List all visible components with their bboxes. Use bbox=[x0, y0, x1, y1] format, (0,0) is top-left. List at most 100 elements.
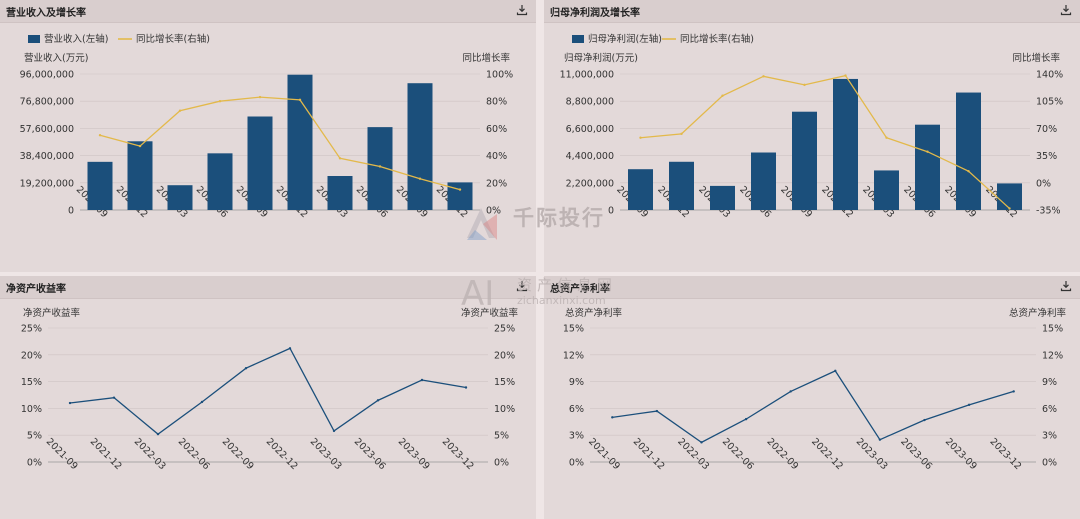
data-point bbox=[680, 132, 683, 136]
y-left-tick-label: 0 bbox=[68, 206, 74, 217]
x-tick-label: 2022-06 bbox=[720, 436, 756, 472]
y-right-axis-title: 同比增长率 bbox=[1012, 52, 1060, 64]
y-left-tick-label: 6% bbox=[569, 404, 584, 415]
bar bbox=[87, 161, 113, 210]
y-left-tick-label: 0 bbox=[608, 206, 614, 217]
data-point bbox=[112, 396, 116, 399]
y-right-tick-label: 6% bbox=[1042, 404, 1057, 415]
y-right-tick-label: -35% bbox=[1036, 206, 1061, 217]
x-tick-label: 2023-03 bbox=[308, 436, 344, 472]
data-point bbox=[803, 83, 806, 87]
y-left-axis-title: 总资产净利率 bbox=[565, 307, 623, 319]
download-icon[interactable] bbox=[1060, 280, 1072, 292]
panel-header: 营业收入及增长率 bbox=[0, 0, 536, 23]
download-icon[interactable] bbox=[1060, 4, 1072, 16]
x-tick-label: 2023-09 bbox=[396, 436, 432, 472]
x-tick-label: 2022-12 bbox=[809, 436, 845, 472]
series-line bbox=[99, 96, 461, 191]
x-tick-label: 2023-12 bbox=[988, 436, 1024, 472]
net-profit-chart: 0 -35% 2,200,000 0% 4,400,000 35% 6,600,000 70%… bbox=[560, 33, 1064, 220]
data-point bbox=[418, 177, 422, 180]
y-left-tick-label: 25% bbox=[21, 324, 42, 335]
legend-line-label: 同比增长率(右轴) bbox=[136, 33, 210, 45]
y-left-tick-label: 3% bbox=[569, 431, 584, 442]
y-left-tick-label: 4,400,000 bbox=[566, 151, 614, 162]
data-point bbox=[288, 347, 292, 350]
panel-title: 营业收入及增长率 bbox=[6, 8, 86, 19]
y-right-tick-label: 10% bbox=[494, 404, 515, 415]
y-right-tick-label: 15% bbox=[494, 377, 515, 388]
y-left-tick-label: 0% bbox=[27, 458, 42, 469]
data-point bbox=[338, 157, 342, 160]
bar bbox=[915, 124, 940, 210]
y-right-tick-label: 0% bbox=[486, 206, 501, 217]
roa-chart: 0% 0% 3% 3% 6% 6% 9% 9% 12% 12% 15% 15% 总资产净利率 总资产净利率… bbox=[563, 307, 1067, 472]
y-left-tick-label: 10% bbox=[21, 404, 42, 415]
download-icon[interactable] bbox=[516, 280, 528, 292]
series-line bbox=[640, 74, 1010, 209]
bar bbox=[447, 182, 473, 210]
data-point bbox=[744, 417, 748, 421]
x-tick-label: 2022-09 bbox=[765, 436, 801, 472]
data-point bbox=[844, 74, 847, 77]
data-point bbox=[1008, 207, 1011, 210]
y-left-tick-label: 15% bbox=[563, 324, 584, 335]
data-point bbox=[378, 165, 382, 168]
bar bbox=[407, 83, 433, 210]
x-tick-label: 2023-06 bbox=[352, 436, 388, 472]
data-point bbox=[885, 136, 888, 139]
series-line bbox=[69, 347, 467, 435]
y-right-tick-label: 20% bbox=[486, 178, 507, 189]
data-point bbox=[655, 409, 659, 413]
y-left-tick-label: 11,000,000 bbox=[560, 70, 614, 81]
data-point bbox=[68, 401, 72, 405]
data-point bbox=[200, 400, 204, 404]
y-left-tick-label: 2,200,000 bbox=[566, 178, 614, 189]
y-right-tick-label: 0% bbox=[1042, 458, 1057, 469]
y-right-axis-title: 总资产净利率 bbox=[1009, 307, 1067, 319]
y-right-tick-label: 60% bbox=[486, 124, 507, 135]
data-point bbox=[138, 144, 142, 148]
x-tick-label: 2021-12 bbox=[631, 436, 667, 472]
y-left-tick-label: 96,000,000 bbox=[20, 70, 74, 81]
data-point bbox=[258, 95, 262, 99]
data-point bbox=[332, 429, 336, 433]
bar bbox=[710, 185, 735, 210]
data-point bbox=[700, 441, 703, 444]
panel-title: 净资产收益率 bbox=[6, 284, 66, 295]
data-point bbox=[1012, 390, 1015, 393]
y-left-axis-title: 营业收入(万元) bbox=[24, 52, 88, 64]
y-right-tick-label: 40% bbox=[486, 151, 507, 162]
x-tick-label: 2022-03 bbox=[675, 436, 711, 472]
y-right-tick-label: 3% bbox=[1042, 431, 1057, 442]
x-tick-label: 2022-03 bbox=[132, 436, 168, 472]
data-point bbox=[156, 432, 160, 436]
y-right-tick-label: 80% bbox=[486, 97, 507, 108]
y-left-tick-label: 19,200,000 bbox=[20, 178, 74, 189]
legend-bar-swatch bbox=[28, 35, 40, 43]
y-left-tick-label: 12% bbox=[563, 350, 584, 361]
y-left-tick-label: 76,800,000 bbox=[20, 97, 74, 108]
y-right-tick-label: 9% bbox=[1042, 377, 1057, 388]
panel-title: 总资产净利率 bbox=[550, 284, 610, 295]
y-left-tick-label: 6,600,000 bbox=[566, 124, 614, 135]
y-right-tick-label: 100% bbox=[486, 70, 513, 81]
panel-header: 总资产净利率 bbox=[544, 276, 1080, 299]
data-point bbox=[244, 367, 248, 370]
bar bbox=[751, 152, 776, 210]
y-left-tick-label: 5% bbox=[27, 431, 42, 442]
bar bbox=[833, 78, 858, 210]
download-icon[interactable] bbox=[516, 4, 528, 16]
bar bbox=[628, 169, 653, 210]
y-right-tick-label: 15% bbox=[1042, 324, 1063, 335]
y-right-tick-label: 105% bbox=[1036, 97, 1063, 108]
data-point bbox=[834, 369, 837, 373]
bar bbox=[669, 161, 694, 210]
revenue-chart: 0 0% 19,200,000 20% 38,400,000 40% 57,600,000 6… bbox=[20, 33, 514, 220]
y-left-tick-label: 20% bbox=[21, 350, 42, 361]
y-right-tick-label: 140% bbox=[1036, 70, 1063, 81]
roe-panel: 净资产收益率 0% 0% 5% 5% 10% 10% 15% 15% 20% 20% 25% 25% 净… bbox=[0, 276, 536, 519]
x-tick-label: 2023-06 bbox=[898, 436, 934, 472]
bar bbox=[287, 74, 313, 210]
data-point bbox=[178, 109, 182, 112]
